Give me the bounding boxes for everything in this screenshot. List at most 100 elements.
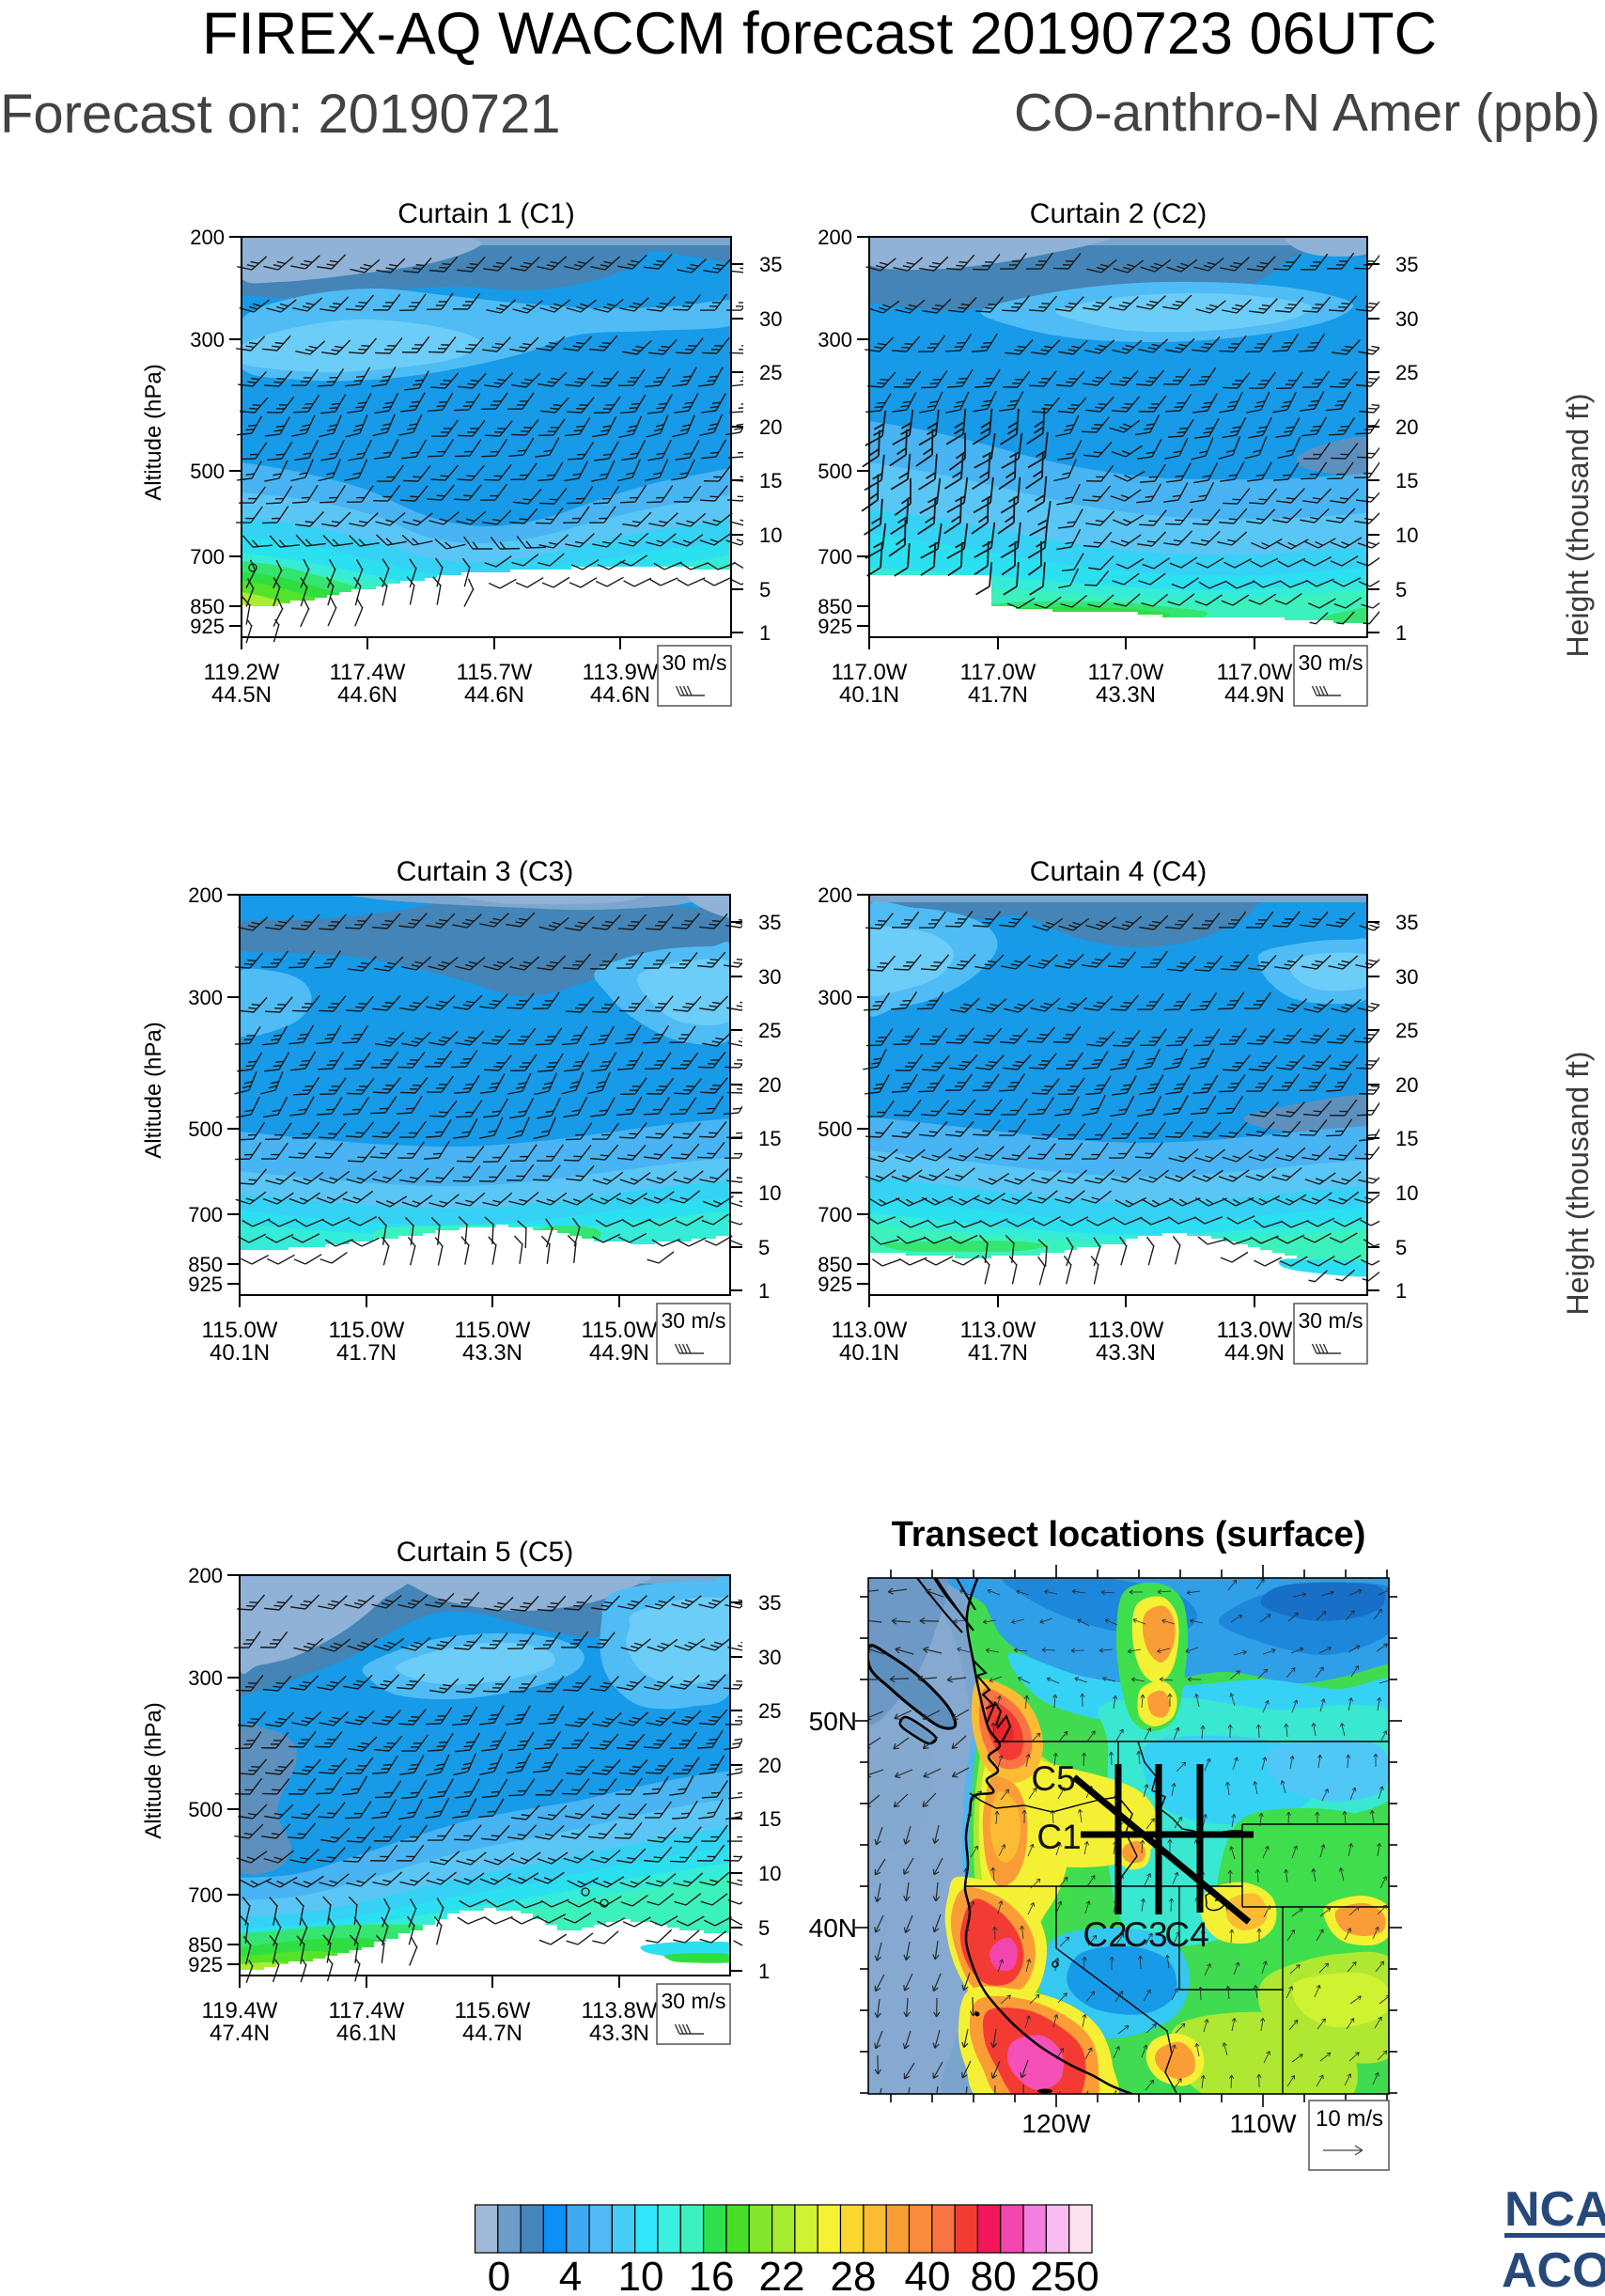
svg-text:115.6W: 115.6W	[455, 1998, 531, 2023]
svg-text:10: 10	[1395, 523, 1418, 547]
svg-text:Height (thousand ft): Height (thousand ft)	[1561, 393, 1595, 657]
svg-text:30: 30	[1395, 307, 1418, 331]
svg-text:40.1N: 40.1N	[210, 1340, 270, 1366]
svg-text:200: 200	[188, 883, 223, 907]
svg-text:117.4W: 117.4W	[329, 1998, 405, 2023]
svg-text:850: 850	[188, 1933, 223, 1957]
svg-text:1: 1	[1395, 621, 1407, 645]
svg-text:C1: C1	[1036, 1818, 1081, 1856]
svg-text:700: 700	[818, 1203, 852, 1226]
svg-text:Height (thousand ft): Height (thousand ft)	[1561, 1051, 1595, 1315]
svg-text:119.2W: 119.2W	[204, 660, 280, 685]
svg-text:113.8W: 113.8W	[582, 1998, 658, 2023]
svg-text:Transect locations (surface): Transect locations (surface)	[892, 1515, 1366, 1554]
svg-text:Forecast on: 20190721: Forecast on: 20190721	[0, 84, 561, 145]
svg-text:40.1N: 40.1N	[839, 1340, 899, 1366]
svg-text:Altitude (hPa): Altitude (hPa)	[141, 1022, 166, 1158]
svg-text:20: 20	[758, 1754, 781, 1777]
svg-text:5: 5	[1395, 1236, 1407, 1259]
svg-text:41.7N: 41.7N	[968, 682, 1028, 708]
svg-text:925: 925	[818, 615, 852, 638]
svg-text:850: 850	[188, 1253, 223, 1276]
svg-text:200: 200	[190, 226, 225, 249]
svg-text:117.4W: 117.4W	[330, 660, 406, 685]
svg-text:113.0W: 113.0W	[832, 1318, 908, 1343]
svg-text:15: 15	[758, 1127, 781, 1150]
svg-text:43.3N: 43.3N	[1096, 1340, 1156, 1366]
svg-text:925: 925	[818, 1273, 852, 1296]
svg-text:115.0W: 115.0W	[582, 1318, 658, 1343]
svg-text:200: 200	[818, 226, 852, 249]
svg-text:117.0W: 117.0W	[1217, 660, 1293, 685]
svg-text:Curtain 3 (C3): Curtain 3 (C3)	[397, 856, 573, 887]
svg-text:Curtain 2 (C2): Curtain 2 (C2)	[1030, 198, 1207, 229]
svg-text:115.0W: 115.0W	[455, 1318, 531, 1343]
svg-text:43.3N: 43.3N	[1096, 682, 1156, 708]
svg-text:40.1N: 40.1N	[839, 682, 899, 708]
svg-text:30: 30	[759, 307, 782, 331]
svg-text:300: 300	[818, 328, 852, 351]
svg-text:25: 25	[758, 1699, 781, 1723]
svg-text:700: 700	[190, 545, 225, 569]
svg-text:5: 5	[758, 1916, 770, 1940]
svg-text:25: 25	[758, 1019, 781, 1042]
svg-text:41.7N: 41.7N	[968, 1340, 1028, 1366]
svg-text:30: 30	[758, 1646, 781, 1669]
svg-text:20: 20	[759, 415, 782, 439]
svg-text:35: 35	[759, 253, 782, 276]
svg-text:850: 850	[818, 595, 852, 618]
svg-text:30 m/s: 30 m/s	[1298, 650, 1363, 675]
svg-text:50N: 50N	[809, 1707, 857, 1736]
svg-text:CO-anthro-N Amer (ppb): CO-anthro-N Amer (ppb)	[1014, 83, 1600, 143]
svg-text:850: 850	[190, 595, 225, 618]
svg-text:43.3N: 43.3N	[589, 2021, 649, 2046]
svg-text:25: 25	[759, 361, 782, 384]
svg-text:1: 1	[758, 1960, 770, 1983]
svg-text:925: 925	[188, 1273, 223, 1296]
svg-text:115.0W: 115.0W	[329, 1318, 405, 1343]
svg-text:250: 250	[1030, 2254, 1099, 2291]
svg-text:5: 5	[759, 578, 771, 601]
svg-text:44.9N: 44.9N	[1224, 1340, 1285, 1366]
svg-text:115.7W: 115.7W	[457, 660, 533, 685]
svg-text:25: 25	[1395, 1019, 1418, 1042]
svg-text:30: 30	[758, 965, 781, 989]
svg-text:44.9N: 44.9N	[589, 1340, 649, 1366]
svg-text:5: 5	[1395, 578, 1407, 601]
svg-text:20: 20	[1395, 415, 1418, 439]
svg-text:113.9W: 113.9W	[583, 660, 659, 685]
svg-text:35: 35	[1395, 253, 1418, 276]
svg-text:44.7N: 44.7N	[462, 2021, 522, 2046]
svg-text:44.9N: 44.9N	[1224, 682, 1285, 708]
svg-text:700: 700	[818, 545, 852, 569]
svg-text:120W: 120W	[1021, 2109, 1091, 2138]
svg-text:110W: 110W	[1229, 2109, 1297, 2138]
svg-text:700: 700	[188, 1883, 223, 1907]
svg-text:300: 300	[188, 1666, 223, 1690]
svg-text:1: 1	[758, 1279, 770, 1303]
svg-text:ACOM: ACOM	[1502, 2243, 1605, 2291]
svg-text:41.7N: 41.7N	[336, 1340, 397, 1366]
svg-text:300: 300	[188, 986, 223, 1009]
svg-text:117.0W: 117.0W	[960, 660, 1036, 685]
svg-text:200: 200	[188, 1564, 223, 1587]
svg-text:15: 15	[759, 469, 782, 492]
svg-text:4: 4	[559, 2254, 582, 2291]
svg-text:44.5N: 44.5N	[211, 682, 272, 708]
svg-text:113.0W: 113.0W	[960, 1318, 1036, 1343]
svg-text:10: 10	[1395, 1181, 1418, 1205]
svg-text:113.0W: 113.0W	[1217, 1318, 1293, 1343]
svg-text:115.0W: 115.0W	[202, 1318, 278, 1343]
svg-text:20: 20	[1395, 1073, 1418, 1097]
svg-text:700: 700	[188, 1203, 223, 1226]
svg-text:C2: C2	[1083, 1915, 1127, 1954]
svg-text:30: 30	[1395, 965, 1418, 989]
svg-text:15: 15	[758, 1807, 781, 1831]
svg-text:500: 500	[190, 460, 225, 483]
svg-text:40N: 40N	[809, 1913, 857, 1943]
svg-text:10: 10	[759, 523, 782, 547]
svg-text:30 m/s: 30 m/s	[661, 1989, 725, 2013]
svg-text:1: 1	[759, 621, 771, 645]
svg-text:300: 300	[818, 986, 852, 1009]
svg-text:500: 500	[818, 1117, 852, 1141]
